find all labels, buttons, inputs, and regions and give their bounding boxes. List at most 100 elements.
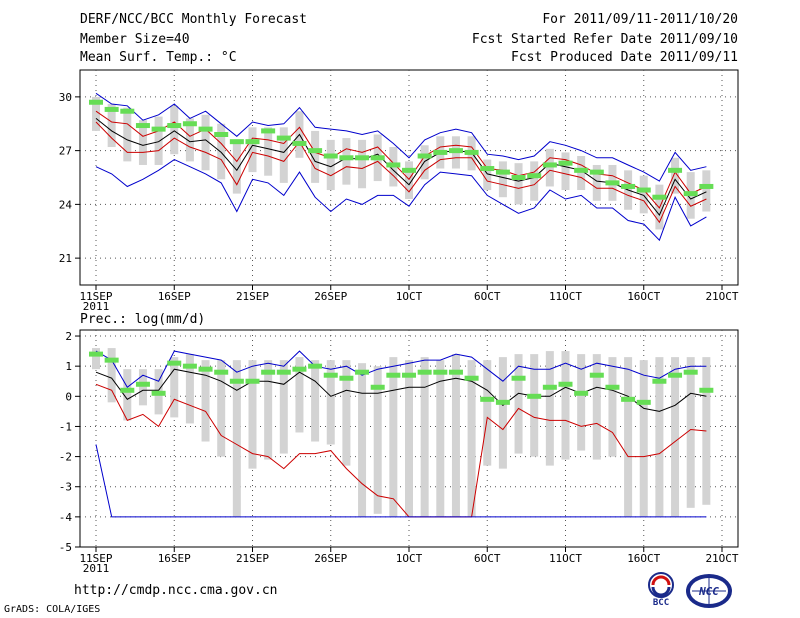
spread-bar: [671, 157, 680, 194]
spread-bar: [358, 363, 367, 517]
spread-bar: [436, 360, 445, 517]
spread-bar: [530, 161, 539, 201]
variable-label: Mean Surf. Temp.: °C: [80, 50, 237, 65]
spread-bar: [248, 360, 257, 469]
median-mark: [605, 180, 620, 186]
median-mark: [323, 153, 338, 159]
median-mark: [699, 183, 714, 189]
median-mark: [386, 372, 401, 378]
median-mark: [198, 126, 213, 132]
spread-bar: [123, 369, 132, 421]
spread-bar: [592, 164, 601, 201]
median-mark: [370, 384, 385, 390]
series-line-mean: [95, 118, 707, 217]
median-mark: [229, 378, 244, 384]
median-mark: [402, 372, 416, 378]
median-mark: [511, 175, 526, 180]
spread-bar: [107, 348, 116, 403]
median-mark: [464, 149, 479, 155]
median-mark: [167, 123, 182, 129]
spread-bar: [123, 107, 132, 162]
spread-bar: [92, 96, 100, 131]
bcc-logo-text: BCC: [653, 598, 669, 607]
median-mark: [527, 173, 542, 179]
median-mark: [339, 375, 354, 381]
median-mark: [261, 369, 276, 375]
spread-bar: [655, 357, 664, 517]
median-mark: [542, 384, 557, 390]
x-tick-label: 6OCT: [474, 552, 501, 565]
spread-bar: [264, 360, 273, 460]
x-tick-label: 1OCT: [396, 552, 423, 565]
y-tick-label: -4: [59, 511, 73, 524]
spread-bar: [577, 354, 586, 451]
spread-bar: [279, 360, 288, 454]
x-tick-label: 16OCT: [627, 552, 660, 565]
median-mark: [120, 108, 135, 114]
median-mark: [464, 375, 479, 381]
spread-bar: [201, 114, 210, 171]
median-mark: [339, 155, 354, 161]
median-mark: [495, 169, 510, 175]
median-mark: [229, 139, 244, 145]
spread-bar: [639, 175, 648, 214]
spread-bar: [405, 161, 413, 199]
y-tick-label: 27: [59, 145, 72, 158]
spread-bar: [264, 127, 273, 176]
median-mark: [182, 363, 197, 369]
median-mark: [417, 369, 432, 375]
median-mark: [589, 372, 604, 378]
spread-bar: [248, 127, 257, 173]
source-url[interactable]: http://cmdp.ncc.cma.gov.cn: [74, 583, 278, 598]
median-mark: [621, 396, 636, 402]
y-tick-label: 0: [65, 390, 72, 403]
median-mark: [480, 396, 495, 402]
y-tick-label: -5: [59, 541, 72, 554]
forecast-period: For 2011/09/11-2011/10/20: [542, 12, 738, 27]
median-mark: [480, 166, 495, 172]
x-tick-label: 26SEP: [314, 552, 347, 565]
x-tick-sublabel: 2011: [83, 562, 110, 575]
median-mark: [276, 369, 291, 375]
median-mark: [308, 148, 323, 154]
spread-bar: [92, 348, 100, 370]
median-mark: [417, 153, 432, 159]
x-tick-label: 11OCT: [549, 552, 582, 565]
spread-bar: [389, 357, 398, 517]
median-mark: [636, 399, 651, 405]
median-mark: [558, 381, 573, 387]
series-line-lower: [95, 444, 707, 518]
median-mark: [683, 369, 698, 375]
spread-bar: [342, 138, 351, 185]
spread-bar: [671, 357, 680, 517]
median-mark: [433, 369, 448, 375]
median-mark: [589, 169, 604, 175]
median-mark: [370, 155, 385, 161]
median-mark: [652, 194, 667, 200]
median-mark: [542, 162, 557, 168]
series-line-lower: [95, 159, 707, 242]
median-mark: [668, 167, 683, 173]
spread-bar: [154, 116, 163, 165]
median-mark: [308, 363, 323, 369]
spread-bar: [686, 357, 695, 508]
y-tick-label: 1: [65, 360, 72, 373]
median-mark: [574, 167, 589, 173]
spread-bar: [217, 360, 226, 457]
x-tick-label: 21OCT: [705, 290, 738, 303]
median-mark: [182, 121, 197, 127]
median-mark: [448, 369, 463, 375]
x-tick-label: 6OCT: [474, 290, 501, 303]
median-mark: [261, 128, 276, 134]
fcst-produced-date: Fcst Produced Date 2011/09/11: [511, 50, 738, 65]
median-mark: [120, 387, 135, 393]
spread-bar: [405, 360, 413, 517]
x-tick-label: 11SEP: [79, 290, 112, 303]
spread-bar: [420, 357, 429, 517]
spread-bar: [530, 354, 539, 457]
spread-bar: [561, 351, 570, 460]
spread-bar: [498, 357, 507, 469]
median-mark: [214, 369, 229, 375]
